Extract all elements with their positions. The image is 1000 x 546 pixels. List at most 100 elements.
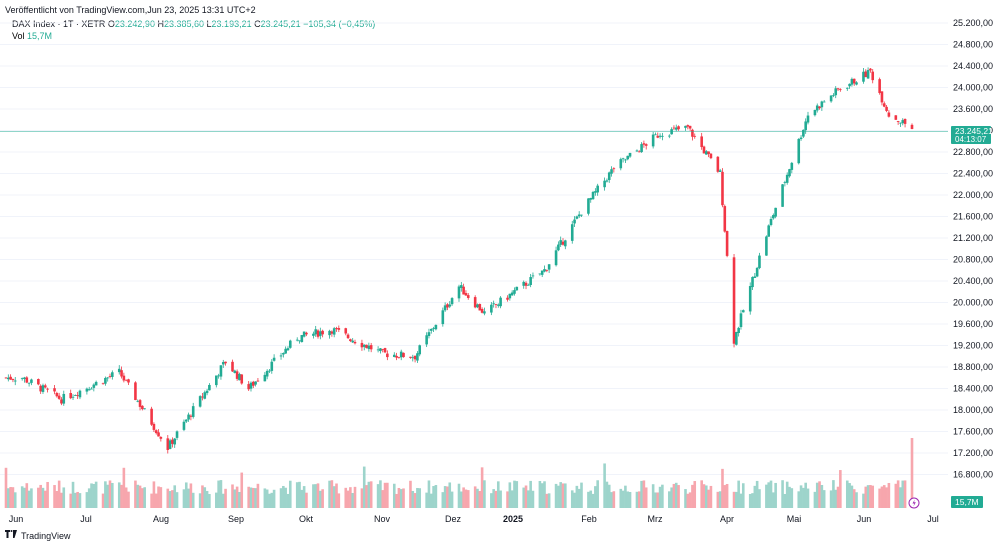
volume-bar xyxy=(670,487,673,508)
candle-body xyxy=(785,174,789,183)
volume-bar xyxy=(527,490,530,508)
volume-bar xyxy=(686,493,690,508)
candle-body xyxy=(496,304,500,306)
candle-body xyxy=(173,438,177,445)
volume-bar xyxy=(238,491,241,508)
candle-body xyxy=(240,374,244,384)
volume-bar xyxy=(57,480,61,508)
volume-bar xyxy=(231,484,234,508)
candle-body xyxy=(247,384,250,390)
x-tick-label: Mai xyxy=(787,514,802,524)
volume-bar xyxy=(198,493,202,508)
volume-bar xyxy=(753,485,757,508)
y-tick-label: 25.200,00 xyxy=(953,18,993,28)
candle-body xyxy=(818,106,821,109)
volume-bar xyxy=(141,488,144,508)
volume-bar xyxy=(499,490,502,508)
candle-body xyxy=(494,304,498,306)
volume-bar xyxy=(300,489,304,508)
candle-body xyxy=(101,383,105,385)
candle-body xyxy=(605,180,609,182)
volume-bar xyxy=(737,480,740,508)
candle-body xyxy=(46,388,49,390)
candle-body xyxy=(862,71,865,82)
candle-body xyxy=(802,129,805,137)
volume-bar xyxy=(640,480,643,508)
candle-body xyxy=(288,340,292,348)
candle-body xyxy=(705,151,708,155)
candle-body xyxy=(413,355,417,360)
candle-body xyxy=(732,257,736,344)
candle-body xyxy=(432,328,435,329)
volume-bar xyxy=(399,489,403,508)
last-price-value: 23.245,21 xyxy=(955,126,993,136)
volume-bar xyxy=(624,485,627,508)
y-tick-label: 18.800,00 xyxy=(953,362,993,372)
volume-bar xyxy=(383,482,387,508)
candle-body xyxy=(284,348,287,354)
candle-body xyxy=(279,355,283,357)
volume-bar xyxy=(362,466,366,508)
candle-body xyxy=(799,137,803,140)
ohlc-legend: DAX Index · 1T · XETR O23.242,90 H23.385… xyxy=(12,19,375,29)
candle-body xyxy=(577,214,581,217)
candle-body xyxy=(677,126,680,130)
x-tick-label: Jun xyxy=(9,514,24,524)
candle-body xyxy=(570,224,574,241)
volume-bar xyxy=(820,484,824,508)
volume-bar xyxy=(561,483,565,508)
volume-bar xyxy=(233,489,237,508)
candle-body xyxy=(656,135,660,138)
candle-body xyxy=(302,331,306,337)
volume-bar xyxy=(108,480,112,508)
volume-bars xyxy=(4,438,914,508)
volume-bar xyxy=(531,490,535,508)
volume-bar xyxy=(815,482,819,508)
candle-body xyxy=(866,70,870,79)
candle-body xyxy=(74,395,77,396)
volume-bar xyxy=(208,493,211,508)
candle-body xyxy=(466,295,470,298)
volume-bar xyxy=(684,489,687,508)
volume-bar xyxy=(799,485,803,508)
volume-bar xyxy=(899,487,902,508)
volume-tag-value: 15,7M xyxy=(955,497,979,507)
candle-body xyxy=(106,377,109,379)
candle-body xyxy=(353,341,357,344)
candle-body xyxy=(674,127,678,130)
countdown-value: 04:13:07 xyxy=(955,135,987,144)
candle-body xyxy=(628,152,632,157)
volume-bar xyxy=(288,480,292,508)
volume-label: Vol xyxy=(12,31,25,41)
candle-body xyxy=(189,415,193,417)
volume-bar xyxy=(610,492,613,508)
volume-bar xyxy=(9,487,12,508)
volume-bar xyxy=(901,480,905,508)
volume-bar xyxy=(434,485,438,508)
candle-body xyxy=(4,377,8,379)
volume-bar xyxy=(349,487,352,508)
volume-bar xyxy=(607,484,611,508)
candle-body xyxy=(589,197,593,200)
volume-bar xyxy=(369,481,373,508)
candle-body xyxy=(894,115,898,120)
low-label: L xyxy=(206,19,212,29)
volume-bar xyxy=(850,485,854,508)
candle-body xyxy=(478,304,482,311)
candle-body xyxy=(344,328,348,334)
x-tick-label: Mrz xyxy=(648,514,663,524)
volume-bar xyxy=(321,489,324,508)
close-value: 23.245,21 xyxy=(260,19,301,29)
volume-bar xyxy=(191,492,195,508)
lightning-icon[interactable] xyxy=(908,497,920,509)
candle-body xyxy=(758,255,761,269)
candle-body xyxy=(256,380,260,382)
candle-body xyxy=(880,91,884,103)
volume-bar xyxy=(4,467,8,508)
candle-body xyxy=(815,105,819,111)
volume-bar xyxy=(637,491,641,508)
volume-bar xyxy=(478,491,482,508)
candle-body xyxy=(127,379,130,383)
volume-bar xyxy=(508,482,512,508)
